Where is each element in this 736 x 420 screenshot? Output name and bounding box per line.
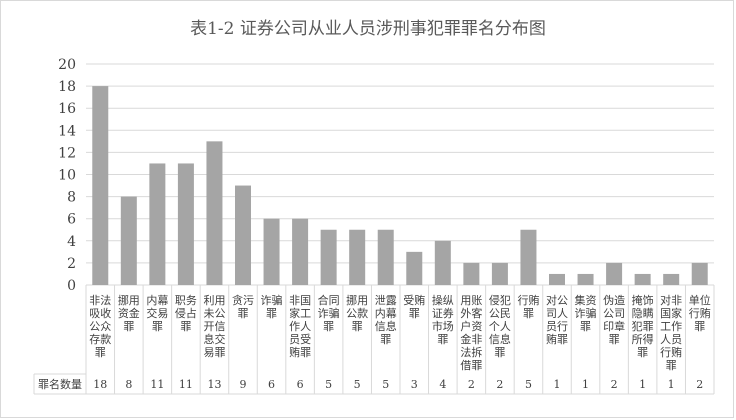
table-value-cell: 5 — [325, 378, 332, 391]
x-category-label: 非国家工作人员受贿罪 — [289, 294, 311, 359]
bar — [377, 229, 394, 285]
x-category-label: 利用未公开信息交易罪 — [203, 294, 225, 359]
table-value-cell: 3 — [411, 378, 418, 391]
bar — [491, 262, 508, 285]
table-value-cell: 1 — [639, 378, 646, 391]
table-value-cell: 2 — [496, 378, 503, 391]
y-tick-label: 20 — [58, 57, 76, 73]
bars — [92, 86, 708, 285]
bar — [634, 273, 651, 285]
y-tick-label: 6 — [67, 212, 76, 228]
x-category-label: 合同诈骗罪 — [318, 293, 340, 333]
table-value-cell: 1 — [668, 378, 675, 391]
y-tick-label: 4 — [67, 234, 76, 250]
table-value-cell: 11 — [179, 378, 193, 391]
table-value-cell: 2 — [468, 378, 475, 391]
category-labels: 非法吸收公众存款罪挪用资金罪内幕交易罪职务侵占罪利用未公开信息交易罪贪污罪诈骗罪… — [89, 293, 710, 372]
table-value-cell: 2 — [611, 378, 618, 391]
x-category-label: 对公司人员行贿罪 — [546, 293, 568, 346]
bar — [120, 196, 137, 285]
x-category-label: 掩饰隐瞒犯罪所得罪 — [632, 293, 654, 359]
x-category-label: 内幕交易罪 — [146, 293, 168, 333]
x-category-label: 受贿罪 — [403, 294, 425, 320]
table-value-cell: 5 — [354, 378, 361, 391]
table-value-cell: 6 — [297, 378, 304, 391]
table-value-cell: 2 — [696, 378, 703, 391]
bar — [549, 273, 565, 285]
bar — [206, 141, 223, 285]
y-tick-label: 14 — [58, 123, 76, 139]
table-value-cell: 4 — [439, 378, 446, 391]
bar — [292, 218, 309, 285]
y-tick-label: 16 — [58, 101, 76, 117]
y-tick-label: 18 — [58, 79, 76, 95]
y-tick-label: 10 — [58, 168, 76, 184]
x-category-label: 挪用资金罪 — [118, 293, 140, 333]
x-category-label: 伪造公司印章罪 — [603, 293, 625, 346]
bar — [235, 185, 251, 285]
x-category-label: 集资诈骗罪 — [575, 293, 597, 333]
table-value-cell: 11 — [150, 378, 164, 391]
y-tick-label: 8 — [67, 190, 76, 206]
bar — [177, 163, 194, 285]
bar — [577, 273, 594, 285]
table-value-cell: 13 — [207, 378, 221, 391]
x-category-label: 单位行贿罪 — [689, 293, 711, 333]
bar — [520, 229, 537, 285]
bar — [320, 229, 337, 285]
y-tick-label: 2 — [67, 256, 76, 272]
table-value-cell: 8 — [125, 378, 132, 391]
bar — [92, 86, 109, 285]
y-axis-ticks: 0 2 4 6 8 10 12 14 16 18 20 — [58, 57, 76, 294]
bar — [606, 262, 623, 285]
table-value-cell: 1 — [554, 378, 561, 391]
table-value-cell: 6 — [268, 378, 275, 391]
x-category-label: 职务侵占罪 — [175, 294, 197, 333]
table-value-cell: 9 — [240, 378, 247, 391]
bar — [406, 251, 423, 285]
chart-title: 表1-2 证券公司从业人员涉刑事犯罪罪名分布图 — [190, 19, 546, 39]
x-category-label: 操纵证券市场罪 — [432, 293, 454, 346]
x-category-label: 行贿罪 — [517, 294, 539, 320]
bar — [263, 218, 280, 285]
x-category-label: 用账外客户资金非法拆借罪 — [460, 294, 482, 372]
x-category-label: 挪用公款罪 — [346, 293, 368, 333]
x-category-label: 对非国家工作人员行贿罪 — [660, 293, 682, 372]
table-value-cell: 1 — [582, 378, 589, 391]
bar — [691, 262, 708, 285]
table-row-label: 罪名数量 — [38, 377, 82, 391]
bar — [463, 262, 480, 285]
x-category-label: 非法吸收公众存款罪 — [89, 293, 111, 359]
bar — [663, 273, 680, 285]
bar — [434, 240, 451, 285]
table-value-cell: 18 — [93, 378, 107, 391]
data-table: 罪名数量 18 8 11 11 13 9 6 6 5 5 5 3 4 2 2 5 1 1 2 1 1 2 — [33, 285, 715, 395]
x-category-label: 侵犯公民个人信息罪 — [489, 294, 511, 359]
table-value-cell: 5 — [382, 378, 389, 391]
y-tick-label: 12 — [58, 145, 76, 161]
x-category-label: 诈骗罪 — [261, 293, 283, 320]
bar — [149, 163, 166, 285]
bar — [349, 229, 366, 285]
x-category-label: 贪污罪 — [232, 293, 254, 320]
table-value-cell: 5 — [525, 378, 532, 391]
y-tick-label: 0 — [67, 278, 76, 294]
x-category-label: 泄露内幕信息罪 — [375, 294, 397, 346]
